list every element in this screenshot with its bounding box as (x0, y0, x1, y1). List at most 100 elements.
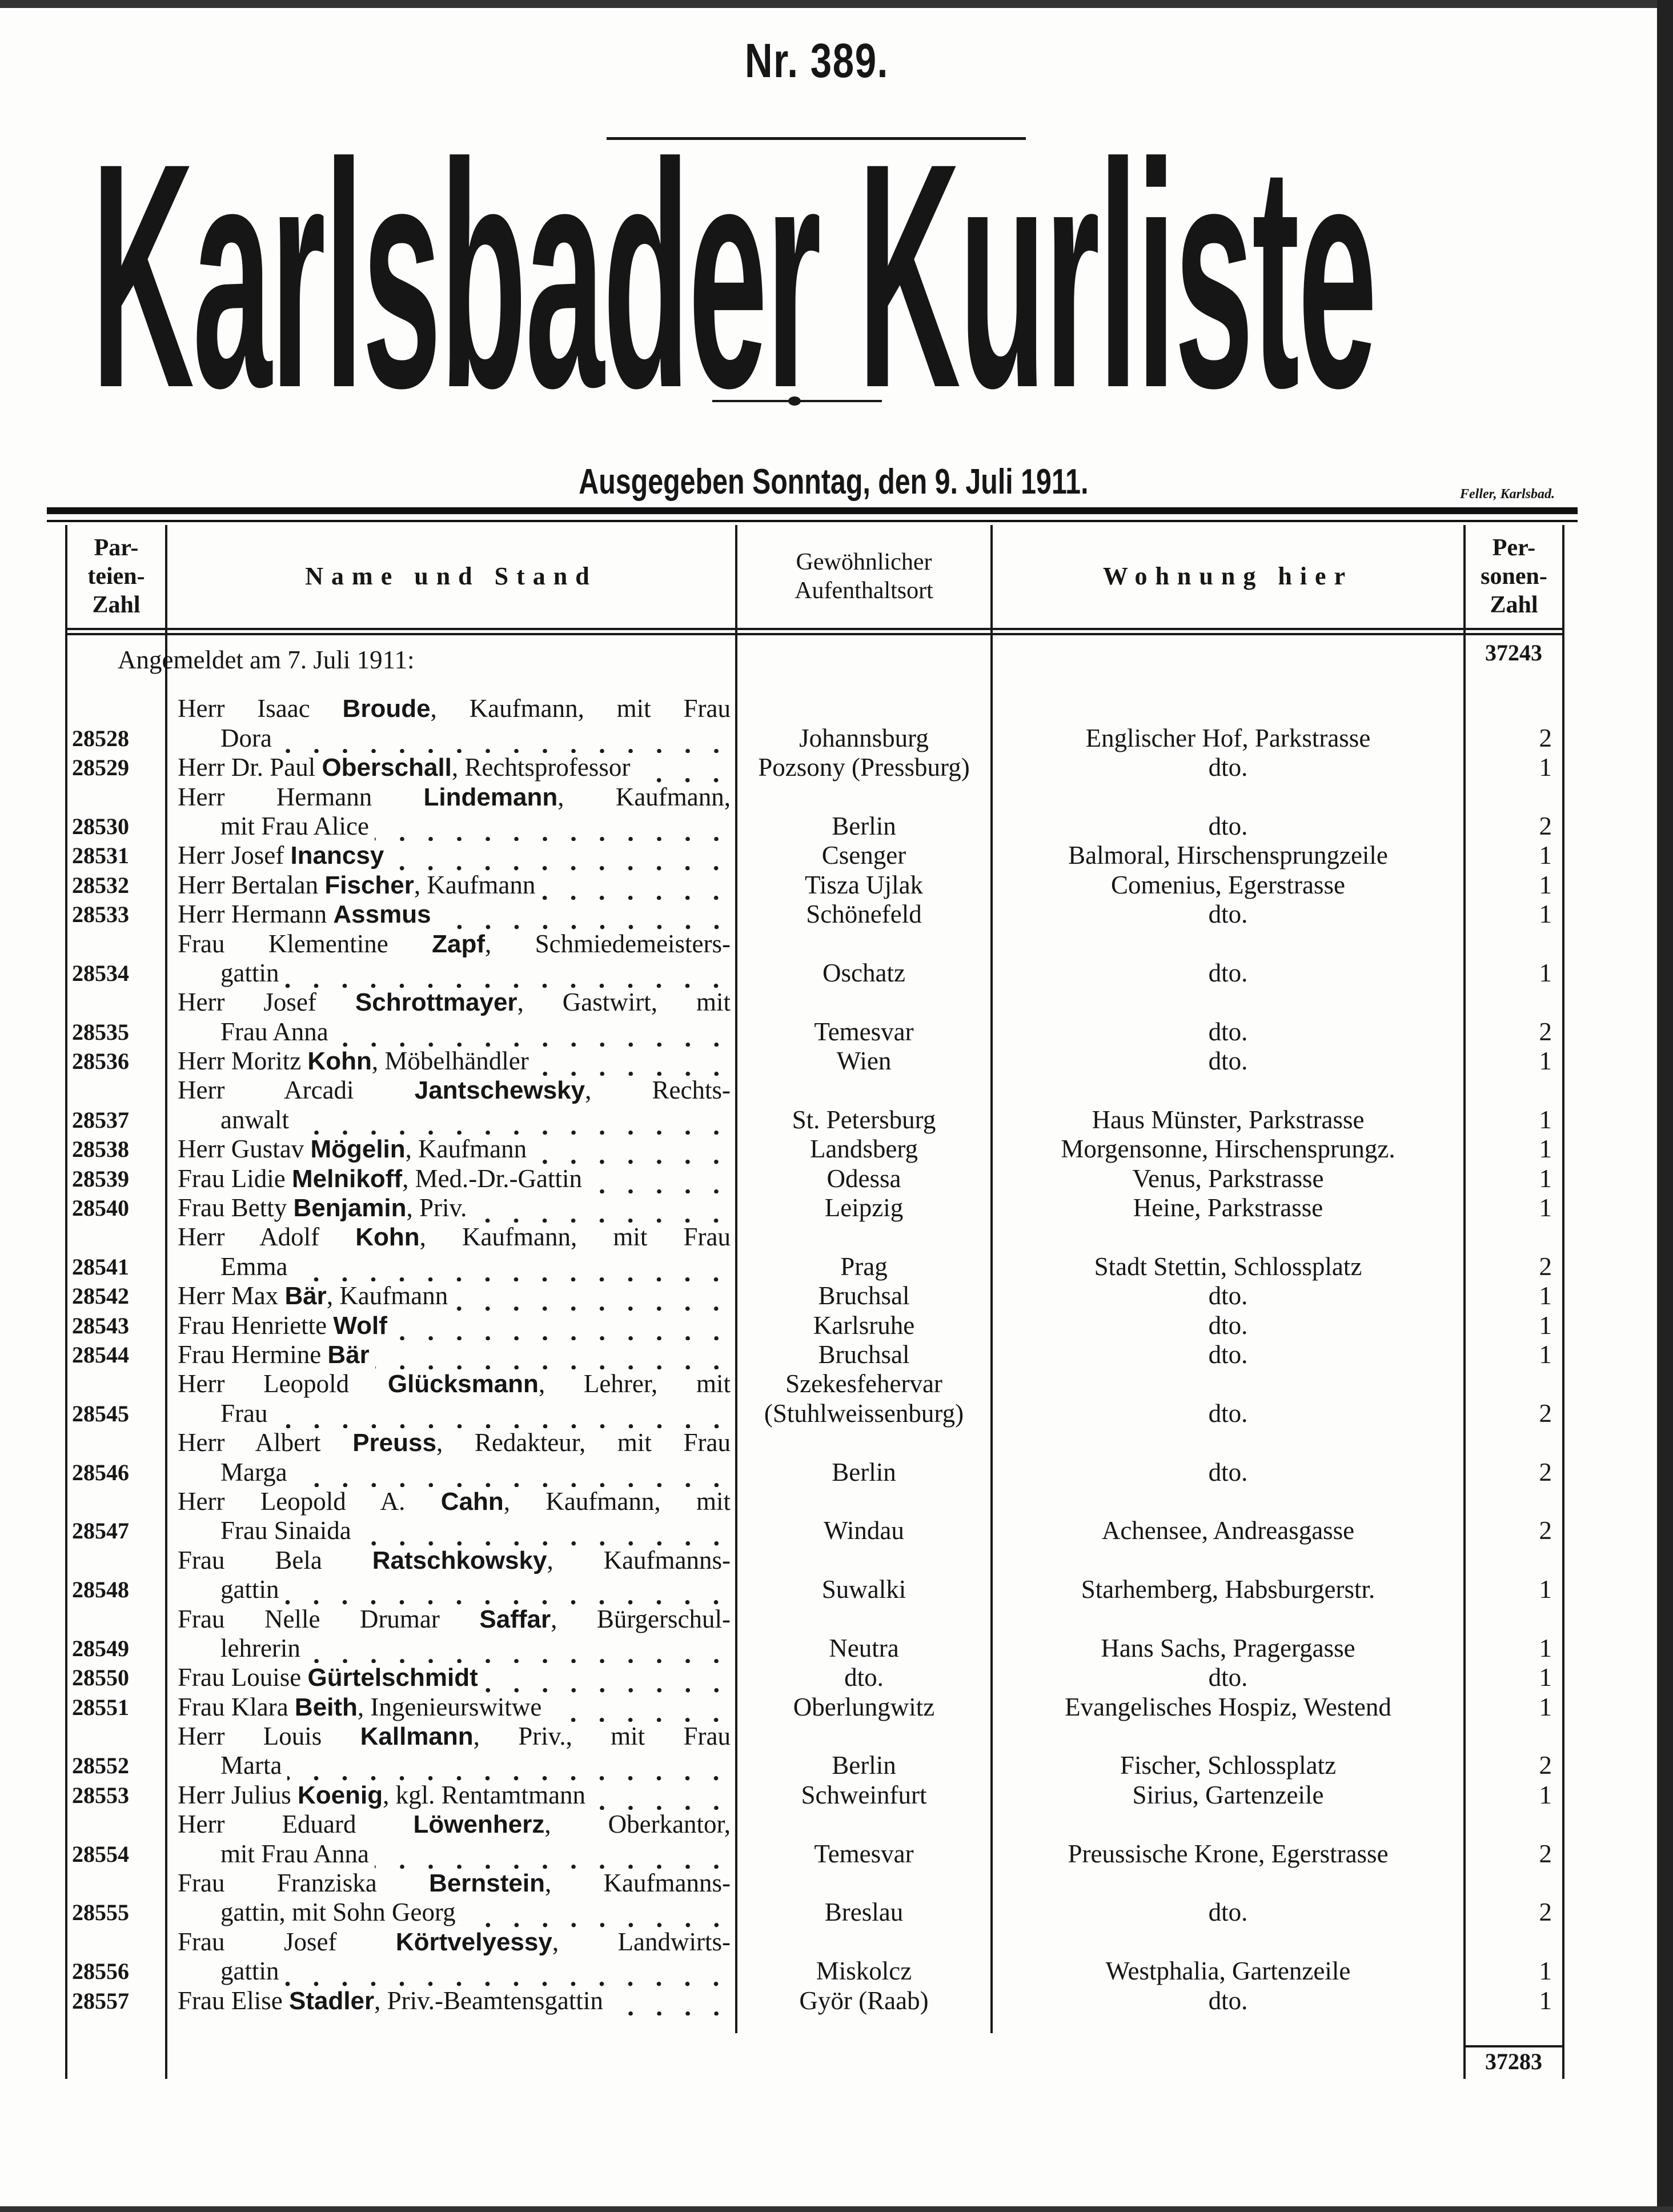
name-line: Frau Josef Körtvelyessy, Landwirts- (178, 1928, 731, 1957)
persons-count-value: 1 (1539, 1193, 1552, 1223)
persons-count-value: 1 (1539, 1047, 1552, 1076)
total-rule (1465, 2045, 1563, 2047)
persons-count-value: 1 (1539, 1633, 1552, 1662)
lodging: Venus, Parkstrasse (992, 1164, 1465, 1193)
name-and-status: Frau Elise Stadler, Priv.-Beamtensgattin (166, 1986, 736, 2015)
given-name: Herr Josef (178, 841, 291, 870)
lodging: dto. (992, 1311, 1465, 1340)
table-row: 28530 Herr Hermann Lindemann, Kaufmann, mi… (66, 783, 1563, 841)
surname: Cahn (440, 1487, 504, 1516)
name-line: Herr Bertalan Fischer, Kaufmann (178, 870, 731, 900)
column-line (165, 525, 167, 2079)
name-text: Herr Dr. Paul Oberschall, Rechtsprofesso… (178, 753, 630, 782)
header-line: Gewöhnlicher (796, 549, 932, 575)
persons-count: 1 (1465, 1605, 1563, 1664)
party-number: 28539 (66, 1164, 166, 1193)
surname: Jantschewsky (414, 1076, 585, 1105)
name-line-2: Frau (178, 1398, 731, 1429)
party-number-value: 28530 (72, 813, 129, 839)
persons-count: 2 (1465, 1487, 1563, 1546)
persons-count: 1 (1465, 900, 1563, 929)
party-number: 28543 (66, 1311, 166, 1340)
persons-count: 1 (1465, 1546, 1563, 1605)
name-line-2: mit Frau Anna (178, 1839, 731, 1869)
entry-rows: 28528 Herr Isaac Broude, Kaufmann, mit Fr… (66, 694, 1563, 2015)
party-number: 28550 (66, 1663, 166, 1692)
persons-count-value: 1 (1539, 900, 1552, 929)
name-and-status: Herr Dr. Paul Oberschall, Rechtsprofesso… (166, 753, 736, 783)
party-number: 28541 (66, 1223, 166, 1281)
status: , Priv. (406, 1193, 467, 1223)
home-town: Schönefeld (736, 900, 992, 929)
persons-count: 2 (1465, 1869, 1563, 1928)
surname: Zapf (432, 929, 485, 958)
name-and-status: Herr Josef Schrottmayer, Gastwirt, mit Fr… (166, 988, 736, 1047)
given-name: Frau Elise (178, 1986, 289, 2015)
name-text: Herr Moritz Kohn, Möbelhändler (178, 1047, 529, 1076)
column-line (990, 525, 993, 2033)
dot-leader (294, 1105, 731, 1135)
party-number-value: 28532 (72, 872, 129, 898)
status: , Kaufmann, mit Frau (430, 694, 731, 723)
column-line (1562, 525, 1564, 2079)
name-continuation: Marga (220, 1457, 287, 1486)
home-town: Bruchsal (736, 1281, 992, 1311)
lodging: dto. (992, 1281, 1465, 1311)
lodging: dto. (992, 1663, 1465, 1692)
table-row: 28548 Frau Bela Ratschkowsky, Kaufmanns-g… (66, 1546, 1563, 1605)
surname: Bär (327, 1340, 370, 1369)
dot-leader (532, 1135, 731, 1164)
lodging-value: Hans Sachs, Pragergasse (1101, 1633, 1355, 1662)
table-row: 28531 Herr Josef Inancsy Csenger Balmoral, … (66, 841, 1563, 871)
name-text: Herr Max Bär, Kaufmann (178, 1281, 448, 1311)
surname: Wolf (333, 1311, 387, 1340)
header-line: Aufenthaltsort (795, 578, 933, 604)
persons-count-value: 1 (1539, 1105, 1552, 1134)
persons-count-value: 2 (1539, 1017, 1552, 1046)
scan-border-right (1657, 0, 1673, 2212)
lodging: Haus Münster, Parkstrasse (992, 1076, 1465, 1135)
ornament-dot (788, 396, 801, 406)
party-number-value: 28554 (72, 1841, 129, 1867)
home-town: Berlin (736, 1428, 992, 1487)
party-number-value: 28545 (72, 1400, 129, 1426)
name-text: Herr Hermann Assmus (178, 900, 431, 929)
home-town: Berlin (736, 783, 992, 841)
table-row: 28549 Frau Nelle Drumar Saffar, Bürgersch… (66, 1605, 1563, 1664)
party-number: 28532 (66, 871, 166, 900)
dot-leader (390, 841, 731, 871)
home-town-line: dto. (844, 1663, 884, 1692)
home-town-line: Windau (824, 1516, 904, 1545)
rule-thin (47, 520, 1578, 522)
header-line: Zahl (1490, 592, 1538, 618)
given-name: Herr Hermann (178, 782, 424, 811)
name-line: Herr Hermann Assmus (178, 900, 731, 929)
name-text: Herr Julius Koenig, kgl. Rentamtmann (178, 1781, 585, 1810)
persons-count-value: 2 (1539, 1398, 1552, 1428)
party-number: 28536 (66, 1047, 166, 1076)
party-number: 28552 (66, 1722, 166, 1781)
status: , Rechts- (585, 1076, 731, 1105)
lodging: dto. (992, 783, 1465, 841)
lodging: Fischer, Schlossplatz (992, 1722, 1465, 1781)
name-and-status: Herr Arcadi Jantschewsky, Rechts-anwalt (166, 1076, 736, 1135)
status: , Lehrer, mit (538, 1369, 731, 1398)
party-number-value: 28531 (72, 843, 129, 869)
home-town: St. Petersburg (736, 1076, 992, 1135)
name-and-status: Frau Bela Ratschkowsky, Kaufmanns-gattin (166, 1546, 736, 1605)
dot-leader (375, 1340, 731, 1370)
home-town-line: (Stuhlweissenburg) (764, 1398, 964, 1428)
persons-count-value: 1 (1539, 841, 1552, 870)
surname: Saffar (479, 1605, 551, 1633)
scan-border-bottom (0, 2206, 1673, 2212)
name-and-status: Frau Lidie Melnikoff, Med.-Dr.-Gattin (166, 1164, 736, 1194)
home-town: Oschatz (736, 929, 992, 988)
home-town: Oberlungwitz (736, 1693, 992, 1722)
table-row: 28547 Herr Leopold A. Cahn, Kaufmann, mit… (66, 1487, 1563, 1546)
surname: Benjamin (293, 1194, 407, 1223)
given-name: Herr Adolf (178, 1223, 356, 1252)
home-town-line: Bruchsal (818, 1281, 910, 1311)
name-continuation: Emma (220, 1252, 288, 1281)
name-and-status: Frau Klementine Zapf, Schmiedemeisters-g… (166, 929, 736, 988)
name-continuation: gattin (220, 1575, 279, 1604)
